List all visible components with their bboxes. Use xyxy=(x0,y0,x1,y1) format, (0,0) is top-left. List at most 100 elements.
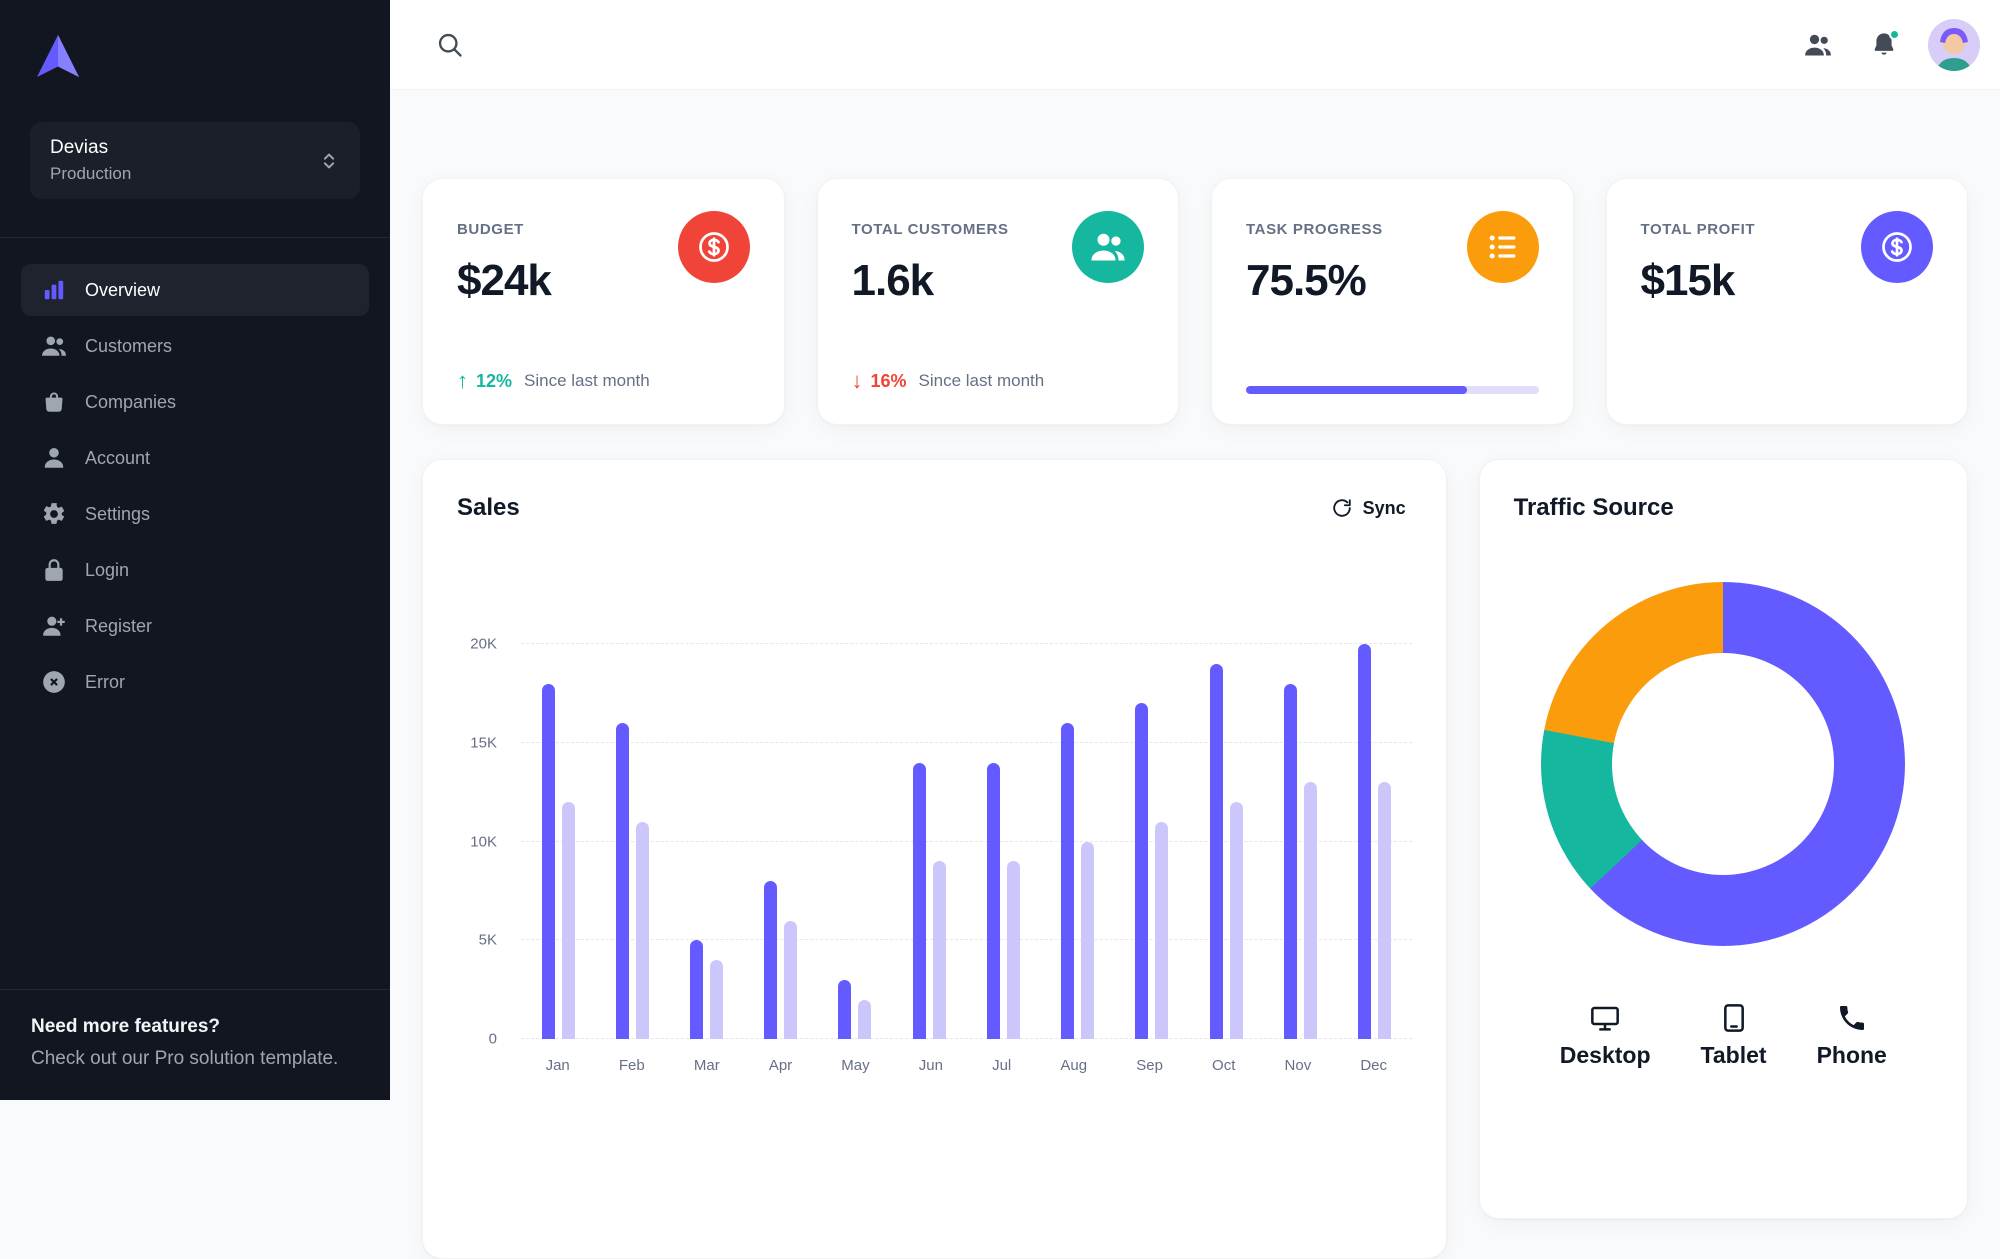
sidebar-item-error[interactable]: Error xyxy=(21,656,369,708)
arrow-down-icon: ↓ xyxy=(851,368,863,393)
main-area: Budget $24k ↑ 12% Since last month xyxy=(390,0,2000,1259)
bar-group-may xyxy=(838,644,872,1039)
trend-value: 16% xyxy=(870,370,907,391)
stat-card-total-customers: Total Customers 1.6k ↓ 16% Since last mo… xyxy=(816,178,1179,425)
bar-this-year xyxy=(1209,663,1223,1039)
sidebar-item-login[interactable]: Login xyxy=(21,544,369,596)
task-progress-bar xyxy=(1246,386,1539,394)
bar-group-aug xyxy=(1061,644,1095,1039)
contacts-icon xyxy=(1804,31,1832,59)
contacts-button[interactable] xyxy=(1796,23,1840,67)
workspace-selector[interactable]: Devias Production xyxy=(30,122,360,199)
x-axis-label: Jan xyxy=(545,1057,570,1074)
gridline xyxy=(521,939,1412,941)
refresh-icon xyxy=(1331,497,1353,519)
bar-last-year xyxy=(1081,841,1095,1039)
bar-last-year xyxy=(1155,821,1169,1039)
legend-label: Phone xyxy=(1816,1042,1887,1068)
sidebar: Devias Production Overview Cus xyxy=(0,0,390,1100)
tablet-icon xyxy=(1718,1002,1750,1034)
user-avatar[interactable] xyxy=(1928,18,1980,71)
x-axis-label: May xyxy=(841,1057,870,1074)
devias-logo[interactable] xyxy=(30,28,86,84)
search-icon xyxy=(436,31,464,59)
sidebar-footer: Need more features? Check out our Pro so… xyxy=(0,989,390,1100)
bar-this-year xyxy=(1061,723,1075,1039)
topbar-actions xyxy=(1796,18,1980,71)
notifications-button[interactable] xyxy=(1862,23,1906,67)
x-axis-label: Apr xyxy=(768,1057,793,1074)
bar-this-year xyxy=(541,683,555,1039)
bar-last-year xyxy=(858,999,872,1039)
legend-item-tablet: Tablet xyxy=(1701,1002,1767,1069)
sidebar-item-customers[interactable]: Customers xyxy=(21,320,369,372)
bar-group-oct xyxy=(1209,644,1243,1039)
bar-this-year xyxy=(764,881,778,1039)
bar-last-year xyxy=(561,802,575,1039)
sidebar-item-label: Register xyxy=(85,615,153,636)
sales-title: Sales xyxy=(457,494,520,521)
traffic-donut xyxy=(1541,582,1906,946)
gridline xyxy=(521,1038,1412,1039)
sync-button[interactable]: Sync xyxy=(1325,496,1412,520)
bar-group-sep xyxy=(1135,644,1169,1039)
sidebar-item-label: Error xyxy=(85,671,125,692)
trend-value: 12% xyxy=(476,370,513,391)
sidebar-item-overview[interactable]: Overview xyxy=(21,264,369,316)
x-axis-label: Aug xyxy=(1060,1057,1088,1074)
y-axis-tick: 15K xyxy=(470,734,497,752)
trend-caption: Since last month xyxy=(918,371,1045,390)
sidebar-nav: Overview Customers Companies Account xyxy=(0,264,390,708)
y-axis: 0 5K 10K 15K 20K xyxy=(457,636,503,1048)
stat-trend: ↑ 12% Since last month xyxy=(457,368,750,394)
stat-label: Budget xyxy=(457,221,524,238)
arrow-up-icon: ↑ xyxy=(457,368,468,393)
stat-meta: Total Profit $15k xyxy=(1641,211,1756,306)
sidebar-item-register[interactable]: Register xyxy=(21,600,369,652)
x-axis: Jan Feb Mar Apr May Jun Jul Aug Sep Oct Nov Dec xyxy=(521,1057,1412,1074)
desktop-icon xyxy=(1589,1002,1621,1034)
stat-label: Task Progress xyxy=(1246,221,1383,238)
traffic-source-card: Traffic Source Desktop xyxy=(1478,459,1968,1219)
bar-last-year xyxy=(635,821,649,1039)
x-axis-label: Jul xyxy=(992,1057,1012,1074)
x-axis-label: Sep xyxy=(1136,1057,1163,1074)
stat-card-task-progress: Task Progress 75.5% xyxy=(1211,178,1574,425)
y-axis-tick: 0 xyxy=(488,1030,497,1048)
x-axis-label: Jun xyxy=(918,1057,943,1074)
y-axis-tick: 10K xyxy=(470,833,497,850)
stat-label: Total Profit xyxy=(1640,221,1756,238)
x-axis-label: Feb xyxy=(618,1057,645,1074)
stat-meta: Total Customers 1.6k xyxy=(852,211,1009,306)
user-plus-icon xyxy=(41,613,67,639)
users-icon xyxy=(41,333,67,359)
sidebar-item-account[interactable]: Account xyxy=(21,432,369,484)
bar-this-year xyxy=(690,940,704,1039)
x-circle-icon xyxy=(41,669,67,695)
search-button[interactable] xyxy=(428,23,472,67)
dashboard-content: Budget $24k ↑ 12% Since last month xyxy=(390,90,2000,1259)
bar-group-dec xyxy=(1358,644,1392,1039)
bar-last-year xyxy=(1303,782,1317,1039)
bar-last-year xyxy=(932,861,946,1039)
sidebar-item-companies[interactable]: Companies xyxy=(21,376,369,428)
gear-icon xyxy=(41,501,67,527)
bar-last-year xyxy=(784,920,798,1039)
bar-group-jun xyxy=(912,644,946,1039)
y-axis-tick: 20K xyxy=(470,635,497,653)
currency-dollar-icon xyxy=(677,211,750,283)
gridline xyxy=(521,643,1412,644)
sidebar-item-label: Customers xyxy=(85,335,173,356)
stat-value: 75.5% xyxy=(1246,256,1367,305)
legend-item-desktop: Desktop xyxy=(1560,1002,1651,1069)
bar-group-mar xyxy=(690,644,724,1039)
footer-title: Need more features? xyxy=(31,1016,221,1037)
bar-last-year xyxy=(710,960,724,1039)
bar-this-year xyxy=(838,979,852,1039)
chart-bar-icon xyxy=(41,277,67,303)
sidebar-item-settings[interactable]: Settings xyxy=(21,488,369,540)
currency-dollar-icon xyxy=(1861,211,1933,283)
phone-icon xyxy=(1836,1002,1868,1034)
bar-group-jul xyxy=(986,644,1020,1039)
bar-group-nov xyxy=(1283,644,1317,1039)
